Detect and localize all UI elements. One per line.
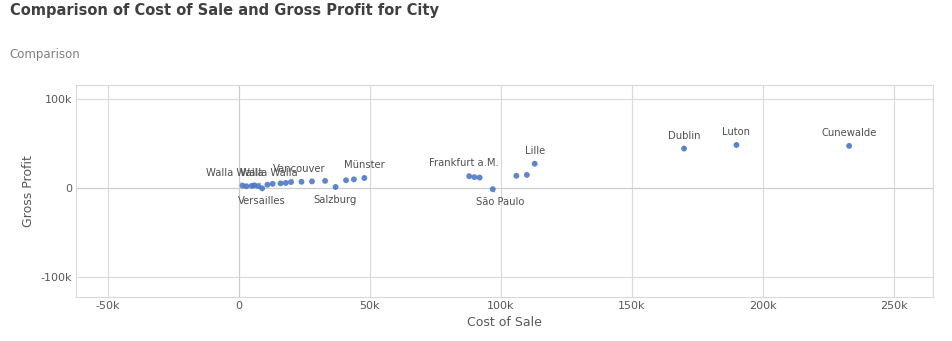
Point	[254, 186, 269, 191]
Point	[294, 179, 309, 184]
Text: Frankfurt a.M.: Frankfurt a.M.	[429, 158, 499, 174]
Point	[244, 183, 259, 189]
Text: Cunewalde: Cunewalde	[822, 128, 877, 146]
Text: Comparison: Comparison	[10, 48, 80, 61]
Point	[247, 183, 262, 188]
Point	[273, 181, 288, 186]
Point	[305, 179, 320, 184]
Point	[278, 180, 293, 186]
Text: Comparison of Cost of Sale and Gross Profit for City: Comparison of Cost of Sale and Gross Pro…	[10, 3, 439, 18]
Text: São Paulo: São Paulo	[476, 192, 525, 207]
Text: Münster: Münster	[344, 160, 385, 178]
Point	[508, 173, 524, 179]
Text: Walla Walla: Walla Walla	[206, 167, 264, 183]
Text: Dublin: Dublin	[667, 131, 701, 149]
Y-axis label: Gross Profit: Gross Profit	[22, 155, 35, 227]
Text: Luton: Luton	[723, 127, 750, 145]
Text: Salzburg: Salzburg	[314, 187, 357, 205]
Point	[338, 178, 353, 183]
Point	[327, 184, 343, 190]
Text: Vancouver: Vancouver	[272, 164, 326, 180]
Point	[260, 182, 275, 188]
Point	[519, 172, 534, 178]
Point	[284, 179, 299, 185]
Point	[357, 175, 372, 181]
Point	[347, 177, 362, 182]
Point	[317, 178, 332, 183]
Point	[527, 161, 543, 166]
Point	[265, 181, 280, 187]
Point	[462, 174, 477, 179]
Point	[472, 175, 487, 180]
X-axis label: Cost of Sale: Cost of Sale	[467, 316, 542, 329]
Point	[729, 142, 744, 148]
Point	[239, 183, 254, 189]
Point	[250, 183, 266, 189]
Text: Lille: Lille	[525, 146, 545, 164]
Point	[842, 143, 857, 149]
Text: Versailles: Versailles	[238, 188, 286, 206]
Point	[235, 183, 250, 188]
Point	[486, 187, 501, 192]
Text: Walla Walla: Walla Walla	[240, 168, 298, 184]
Point	[466, 174, 482, 180]
Point	[677, 146, 692, 151]
